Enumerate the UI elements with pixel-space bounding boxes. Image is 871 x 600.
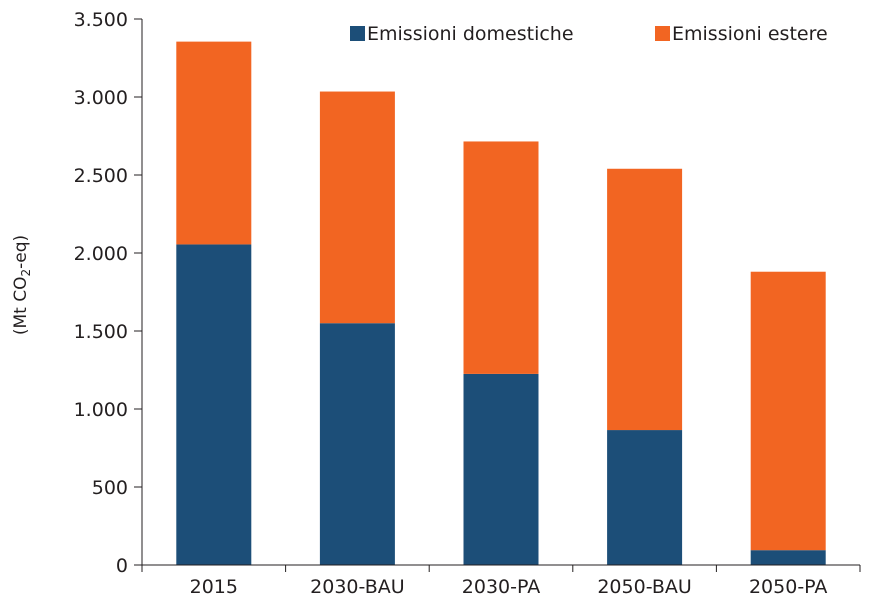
bar-2050-BAU-series-1: [607, 168, 683, 431]
bar-2050-PA-series-0: [750, 550, 826, 565]
y-tick-label: 3.000: [74, 87, 128, 109]
y-tick-label: 2.500: [74, 165, 128, 187]
y-ticks: 0 500 1.000 1.500 2.000 2.500 3.000 3.500: [74, 9, 142, 577]
axes-layer: [141, 19, 860, 566]
y-axis-title-suffix: -eq): [11, 235, 31, 269]
bars-layer: [176, 41, 826, 566]
bar-2050-BAU-series-0: [607, 430, 683, 565]
x-category-label: 2030-BAU: [310, 576, 404, 596]
x-category-label: 2030-PA: [462, 576, 540, 596]
y-axis-title: (Mt CO2-eq): [11, 235, 33, 335]
bar-2030-PA-series-1: [463, 141, 539, 374]
y-axis-title-prefix: (Mt CO: [11, 277, 31, 336]
x-category-label: 2050-PA: [749, 576, 827, 596]
y-axis-title-subscript: 2: [19, 269, 33, 277]
bar-2050-PA-series-1: [750, 271, 826, 551]
y-tick-label: 3.500: [74, 9, 128, 31]
bar-2030-BAU-series-0: [319, 323, 395, 565]
y-tick-label: 2.000: [74, 243, 128, 265]
legend-swatch: [350, 26, 365, 41]
legend-label: Emissioni domestiche: [367, 23, 574, 45]
legend: Emissioni domestiche Emissioni estere: [350, 23, 828, 45]
y-tick-label: 500: [92, 477, 128, 499]
bar-2015-series-0: [176, 244, 252, 566]
legend-label: Emissioni estere: [672, 23, 828, 45]
x-category-labels: 2015 2030-BAU 2030-PA 2050-BAU 2050-PA: [141, 565, 861, 598]
x-category-label: 2050-BAU: [597, 576, 691, 596]
y-tick-label: 1.000: [74, 399, 128, 421]
legend-swatch: [655, 26, 670, 41]
bar-2015-series-1: [176, 41, 252, 245]
bar-2030-BAU-series-1: [319, 91, 395, 324]
x-category-label: 2015: [190, 576, 238, 596]
y-tick-label: 0: [116, 555, 128, 577]
y-tick-label: 1.500: [74, 321, 128, 343]
bar-2030-PA-series-0: [463, 373, 539, 565]
